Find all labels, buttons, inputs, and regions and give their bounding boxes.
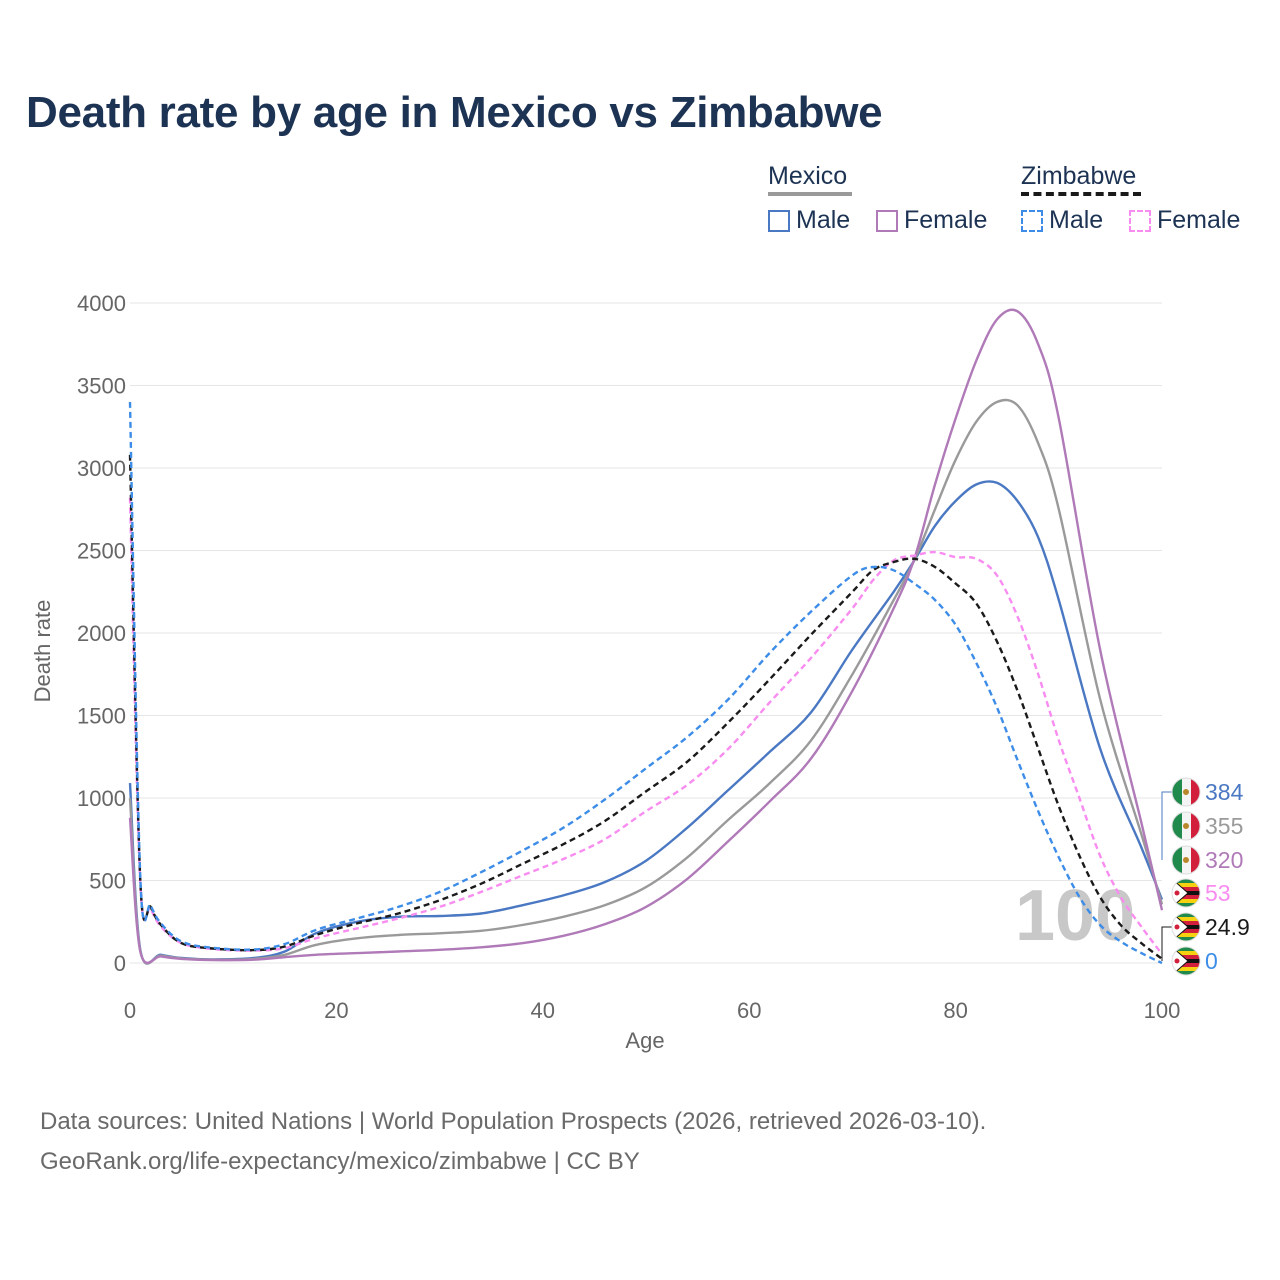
series-line-mexico-total (128, 398, 1164, 965)
y-tick-label: 0 (114, 951, 126, 976)
zimbabwe-flag-icon (1171, 946, 1201, 976)
legend-group-zimbabwe-line (1021, 192, 1141, 196)
legend-item-zimbabwe-female[interactable]: Female (1129, 206, 1240, 235)
y-axis-label: Death rate (30, 600, 55, 703)
end-label-connector (1161, 926, 1172, 961)
end-value-label: 53 (1205, 880, 1231, 906)
series-line-zimbabwe-male (128, 401, 1163, 965)
legend-item-mexico-male[interactable]: Male (768, 206, 850, 235)
y-tick-label: 3000 (77, 456, 126, 481)
series-line-mexico-male (128, 480, 1164, 965)
y-tick-label: 3500 (77, 374, 126, 399)
end-label-connector (1161, 791, 1172, 860)
mexico-flag-icon (1171, 845, 1201, 875)
legend-swatch (1021, 209, 1043, 232)
legend-group-mexico-line (768, 192, 852, 196)
y-tick-label: 4000 (77, 291, 126, 316)
end-value-label: 24.9 (1205, 914, 1250, 940)
y-tick-label: 2000 (77, 621, 126, 646)
end-value-label: 355 (1205, 813, 1243, 839)
footer-source: Data sources: United Nations | World Pop… (40, 1108, 987, 1135)
legend-group-zimbabwe: Zimbabwe (1021, 162, 1136, 193)
legend-item-label: Female (904, 206, 988, 234)
x-axis-label: Age (625, 1028, 664, 1053)
legend-item-zimbabwe-male[interactable]: Male (1021, 206, 1103, 235)
x-tick-label: 20 (324, 998, 348, 1023)
legend-group-title: Mexico (768, 162, 848, 190)
legend-item-label: Female (1157, 206, 1241, 234)
zimbabwe-flag-icon (1171, 878, 1201, 908)
x-tick-label: 40 (531, 998, 555, 1023)
x-tick-label: 100 (1144, 998, 1181, 1023)
legend-group-title: Zimbabwe (1021, 162, 1137, 190)
mexico-flag-icon (1171, 777, 1201, 807)
series-line-zimbabwe-female (128, 497, 1163, 956)
legend-item-label: Male (796, 206, 851, 234)
mexico-flag-icon (1171, 811, 1201, 841)
x-tick-label: 80 (943, 998, 967, 1023)
y-tick-label: 1000 (77, 786, 126, 811)
end-value-label: 320 (1205, 847, 1243, 873)
watermark-year: 100 (1015, 876, 1135, 956)
x-tick-label: 60 (737, 998, 761, 1023)
legend-group-mexico: Mexico (768, 162, 847, 193)
legend-swatch (768, 209, 790, 232)
legend-item-mexico-female[interactable]: Female (876, 206, 987, 235)
end-value-label: 0 (1205, 948, 1218, 974)
legend-swatch (1129, 209, 1151, 232)
legend-swatch (876, 209, 898, 232)
zimbabwe-flag-icon (1171, 912, 1201, 942)
y-tick-label: 500 (89, 869, 126, 894)
y-tick-label: 1500 (77, 704, 126, 729)
chart-title: Death rate by age in Mexico vs Zimbabwe (26, 88, 883, 137)
legend-item-label: Male (1049, 206, 1104, 234)
x-tick-label: 0 (124, 998, 136, 1023)
end-value-label: 384 (1205, 779, 1244, 805)
series-line-zimbabwe-total (128, 454, 1163, 960)
series-line-mexico-female (128, 308, 1164, 965)
y-tick-label: 2500 (77, 539, 126, 564)
footer-link[interactable]: GeoRank.org/life-expectancy/mexico/zimba… (40, 1148, 640, 1175)
